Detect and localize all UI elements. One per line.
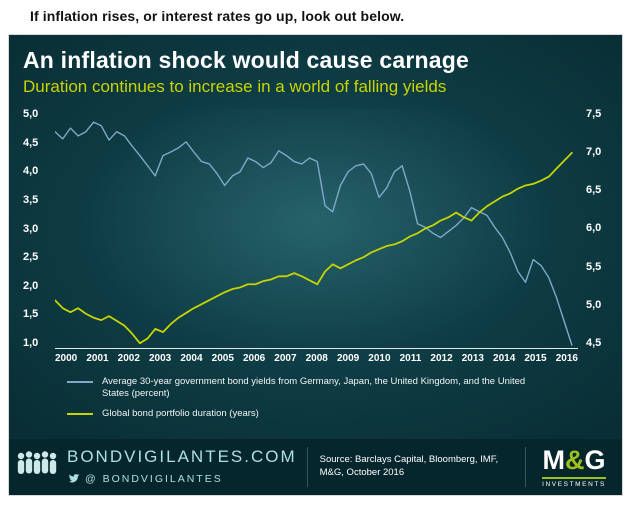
x-tick-label: 2003	[148, 353, 172, 364]
x-axis: 2000 2001 2002 2003 2004 2005 2006 2007 2008 2009…	[55, 353, 578, 364]
twitter-handle[interactable]: @ BONDVIGILANTES	[85, 472, 223, 485]
x-tick-label: 2002	[117, 353, 140, 364]
x-tick-label: 2012	[430, 353, 453, 364]
y-tick-label: 3,5	[23, 193, 39, 206]
legend-item-duration: Global bond portfolio duration (years)	[67, 408, 608, 420]
site-link[interactable]: BONDVIGILANTES.COM	[67, 446, 297, 466]
y-tick-label: 2,5	[23, 251, 39, 264]
x-tick-label: 2011	[399, 353, 422, 364]
y-tick-label: 3,0	[23, 222, 39, 235]
y-tick-label: 1,5	[23, 308, 39, 321]
x-tick-label: 2005	[211, 353, 234, 364]
y-tick-label: 5,5	[586, 260, 602, 273]
x-tick-label: 2004	[180, 353, 203, 364]
x-tick-label: 2000	[55, 353, 78, 364]
mg-logo: M&G	[542, 444, 606, 475]
investments-label: INVESTMENTS	[542, 476, 606, 488]
y-tick-label: 5,0	[586, 298, 602, 311]
footer: BONDVIGILANTES.COM @ BONDVIGILANTES Sour…	[9, 439, 622, 495]
x-tick-label: 2008	[305, 353, 328, 364]
legend-label: Average 30-year government bond yields f…	[102, 376, 526, 400]
legend-item-yields: Average 30-year government bond yields f…	[67, 376, 608, 401]
y-tick-label: 7,0	[586, 146, 602, 159]
footer-brand-block: BONDVIGILANTES.COM @ BONDVIGILANTES	[9, 439, 307, 495]
y-tick-label: 2,0	[23, 279, 39, 292]
plot-area	[55, 109, 578, 349]
legend-swatch-blue	[67, 381, 93, 383]
x-tick-label: 2007	[274, 353, 297, 364]
chart-area: 5,0 4,5 4,0 3,5 3,0 2,5 2,0 1,5 1,0 7,5 7,0 6,5 6,0…	[23, 109, 608, 349]
x-tick-label: 2014	[493, 353, 516, 364]
x-tick-label: 2010	[368, 353, 391, 364]
x-tick-label: 2001	[86, 353, 109, 364]
legend-swatch-yellow	[67, 412, 93, 415]
footer-divider	[306, 447, 308, 487]
y-tick-label: 7,5	[586, 108, 602, 120]
brand-text-block: BONDVIGILANTES.COM @ BONDVIGILANTES	[67, 447, 297, 488]
chart-subtitle: Duration continues to increase in a worl…	[23, 77, 447, 96]
chart-title: An inflation shock would cause carnage	[23, 47, 469, 73]
legend-label: Global bond portfolio duration (years)	[102, 407, 259, 419]
x-tick-label: 2013	[461, 353, 484, 364]
chart-canvas	[55, 121, 573, 346]
y-tick-label: 6,0	[586, 222, 602, 235]
twitter-icon	[67, 470, 79, 488]
y-axis-left: 5,0 4,5 4,0 3,5 3,0 2,5 2,0 1,5 1,0	[23, 109, 55, 349]
y-tick-label: 6,5	[586, 184, 602, 197]
x-tick-label: 2009	[336, 353, 360, 364]
crowd-icon	[17, 450, 59, 485]
twitter-row: @ BONDVIGILANTES	[67, 470, 297, 488]
source-text: Source: Barclays Capital, Bloomberg, IMF…	[319, 454, 499, 478]
y-axis-right: 7,5 7,0 6,5 6,0 5,5 5,0 4,5	[578, 109, 608, 349]
y-tick-label: 1,0	[23, 337, 39, 349]
x-tick-label: 2006	[242, 353, 266, 364]
legend: Average 30-year government bond yields f…	[67, 376, 608, 427]
y-tick-label: 5,0	[23, 108, 39, 120]
x-tick-label: 2016	[555, 353, 578, 364]
chart-card: An inflation shock would cause carnage D…	[8, 34, 623, 496]
mg-ampersand: &	[564, 444, 585, 475]
y-tick-label: 4,5	[23, 136, 39, 149]
y-tick-label: 4,0	[23, 165, 39, 178]
headline: If inflation rises, or interest rates go…	[30, 8, 405, 24]
footer-divider	[525, 447, 526, 487]
mg-logo-block: M&G INVESTMENTS	[526, 439, 622, 495]
x-tick-label: 2015	[524, 353, 547, 364]
y-tick-label: 4,5	[586, 336, 602, 349]
card-body: An inflation shock would cause carnage D…	[9, 35, 622, 439]
